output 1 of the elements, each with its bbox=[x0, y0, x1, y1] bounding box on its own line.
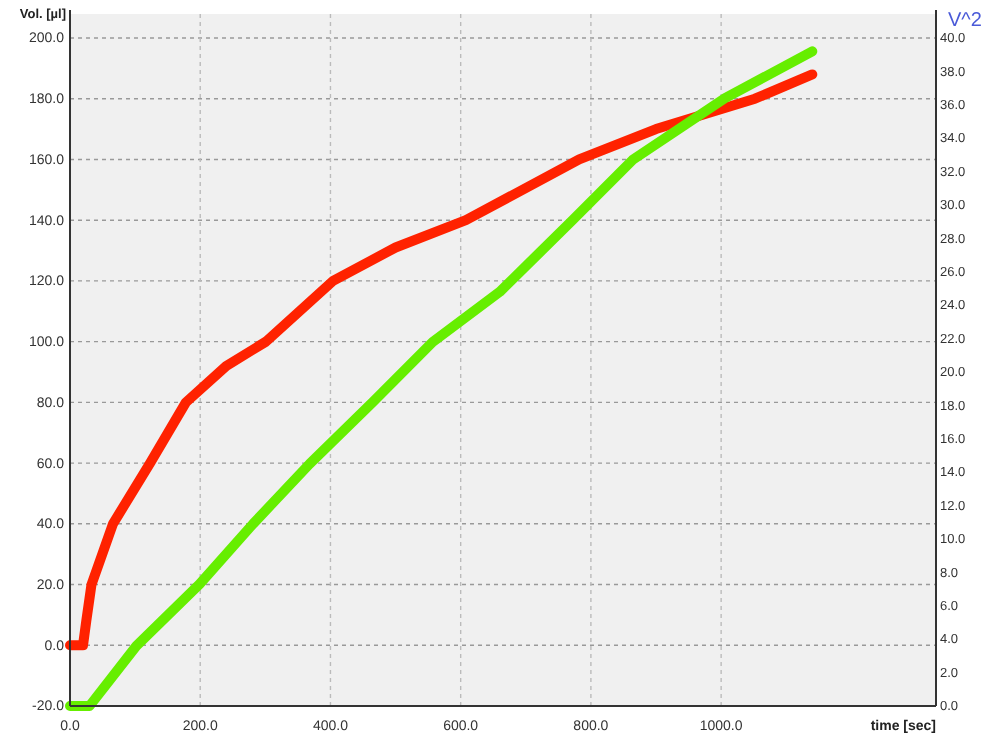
y2-axis-title: V^2 bbox=[948, 10, 983, 32]
